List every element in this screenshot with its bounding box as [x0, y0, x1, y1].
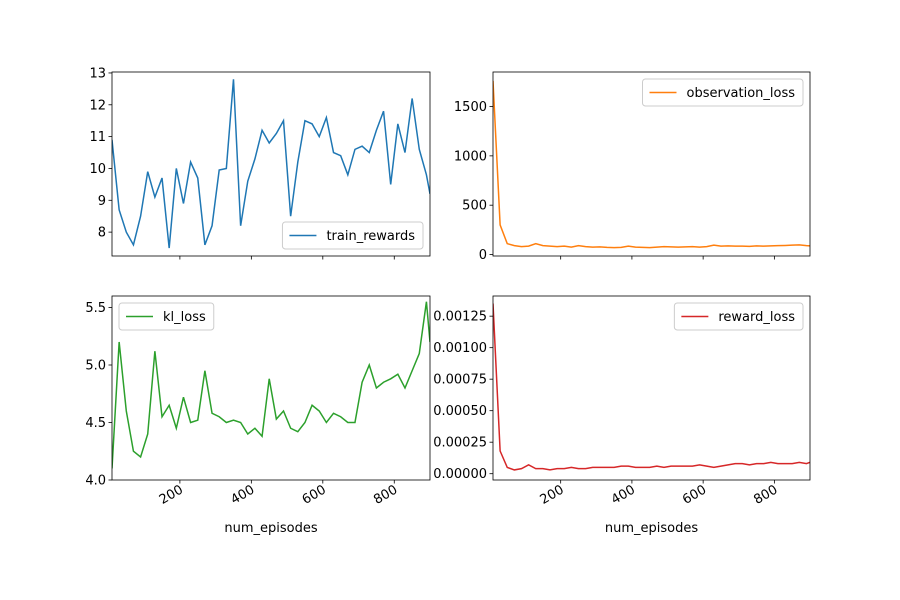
legend-label: observation_loss	[687, 86, 796, 101]
legend: kl_loss	[118, 302, 215, 331]
y-tick-label: 0.00000	[433, 467, 487, 482]
x-tick-label: 800	[371, 482, 400, 507]
axes-frame	[492, 71, 811, 257]
y-tick-label: 0.00025	[433, 436, 487, 451]
y-tick-label: 0.00050	[433, 404, 487, 419]
y-tick-label: 0.00100	[433, 341, 487, 356]
y-tick-label: 5.5	[85, 301, 106, 316]
y-tick-label: 0.00075	[433, 373, 487, 388]
y-tick-label: 4.0	[85, 474, 106, 489]
x-axis-label: num_episodes	[605, 521, 698, 536]
legend: reward_loss	[673, 302, 804, 331]
x-axis-label: num_episodes	[224, 521, 317, 536]
y-tick-label: 500	[462, 199, 487, 214]
legend-box	[118, 302, 215, 331]
legend: observation_loss	[642, 78, 804, 107]
x-tick-label: 600	[300, 482, 329, 507]
y-tick-label: 13	[89, 66, 106, 81]
legend-label: reward_loss	[718, 310, 795, 325]
legend-box	[281, 221, 424, 250]
y-tick-label: 1500	[454, 100, 487, 115]
x-tick-label: 400	[228, 482, 257, 507]
legend-label: train_rewards	[326, 229, 415, 244]
y-tick-label: 0.00125	[433, 310, 487, 325]
y-tick-label: 0	[479, 248, 487, 263]
y-tick-label: 10	[89, 162, 106, 177]
data-line	[112, 79, 430, 249]
legend: train_rewards	[281, 221, 424, 250]
y-tick-label: 1000	[454, 149, 487, 164]
legend-box	[642, 78, 804, 107]
legend-box	[673, 302, 804, 331]
x-tick-label: 200	[538, 482, 567, 507]
y-tick-label: 12	[89, 98, 106, 113]
axes-frame	[111, 71, 431, 257]
x-tick-label: 400	[609, 482, 638, 507]
x-tick-label: 600	[680, 482, 709, 507]
legend-label: kl_loss	[163, 310, 206, 325]
data-line	[493, 303, 810, 471]
x-tick-label: 800	[751, 482, 780, 507]
y-tick-label: 11	[89, 130, 106, 145]
y-tick-label: 5.0	[85, 359, 106, 374]
data-line	[493, 80, 810, 249]
axes-frame	[111, 295, 431, 481]
y-tick-label: 9	[98, 194, 106, 209]
y-tick-label: 8	[98, 226, 106, 241]
y-tick-label: 4.5	[85, 416, 106, 431]
axes-frame	[492, 295, 811, 481]
data-line	[112, 301, 430, 469]
x-tick-label: 200	[157, 482, 186, 507]
